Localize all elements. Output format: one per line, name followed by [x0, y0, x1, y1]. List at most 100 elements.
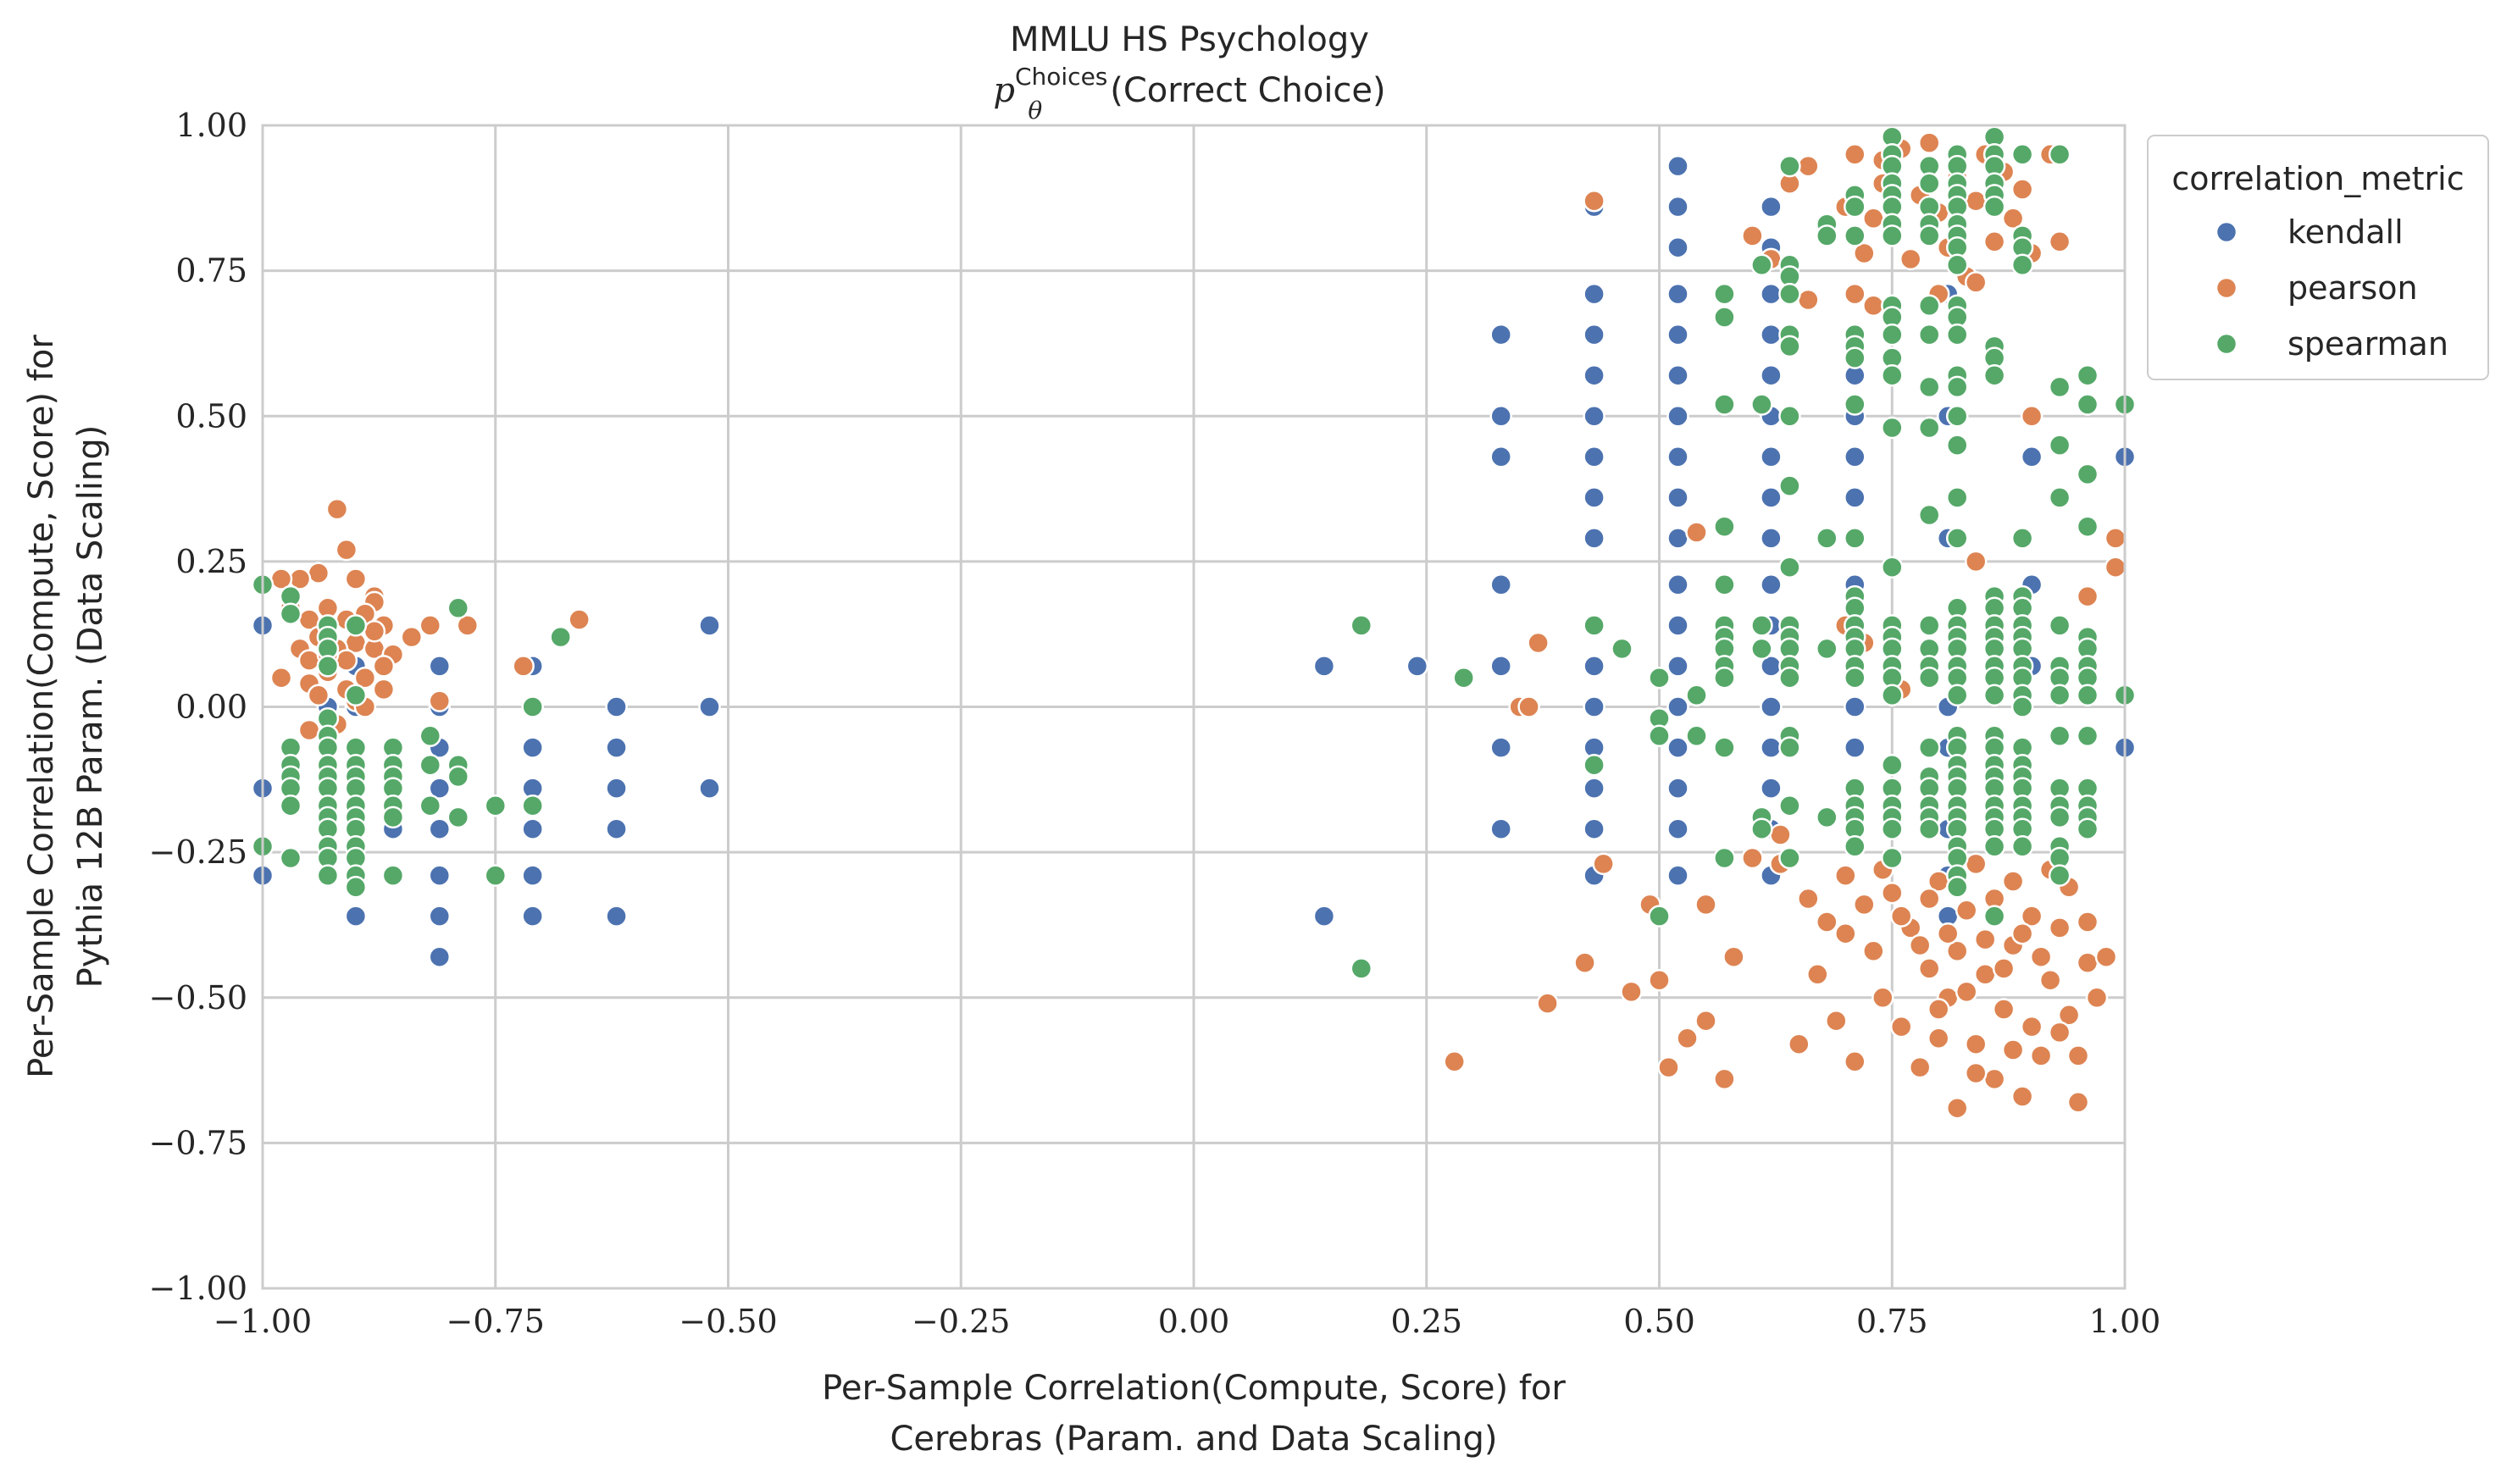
kendall-point	[428, 817, 452, 840]
pearson-point	[325, 497, 349, 521]
pearson-point	[1881, 881, 1904, 905]
x-tick-label: 0.50	[1623, 1303, 1695, 1340]
pearson-point	[2038, 968, 2062, 992]
pearson-point	[1536, 992, 1559, 1015]
kendall-point	[1406, 655, 1429, 678]
legend-label-spearman: spearman	[2288, 325, 2448, 363]
spearman-point	[1945, 253, 1969, 277]
pearson-point	[1592, 852, 1615, 876]
pearson-point	[1722, 945, 1745, 968]
kendall-point	[1844, 736, 1866, 759]
pearson-point	[2104, 556, 2127, 579]
kendall-point	[698, 695, 721, 718]
pearson-point	[335, 649, 358, 672]
pearson-point	[512, 655, 535, 678]
spearman-point	[344, 684, 368, 707]
kendall-point	[1760, 527, 1783, 550]
pearson-point	[1648, 968, 1671, 992]
kendall-point	[1666, 446, 1689, 468]
spearman-point	[1917, 172, 1941, 195]
kendall-point	[1666, 195, 1689, 219]
y-tick-labels: −1.00 −0.75 −0.50 −0.25 0.00 0.25 0.50 0.75 1.00	[149, 107, 247, 1307]
spearman-point	[1816, 806, 1838, 829]
pearson-point	[1853, 893, 1876, 916]
kendall-point	[1583, 323, 1605, 346]
kendall-point	[1666, 736, 1689, 759]
kendall-point	[1666, 777, 1689, 800]
x-tick-label: −1.00	[214, 1303, 312, 1340]
pearson-point	[1844, 143, 1866, 166]
pearson-point	[1917, 131, 1941, 154]
pearson-point	[1816, 911, 1838, 933]
kendall-point	[521, 905, 544, 928]
pearson-point	[1964, 550, 1988, 573]
spearman-point	[1945, 375, 1969, 399]
pearson-point	[456, 614, 480, 637]
pearson-point	[1797, 887, 1820, 911]
spearman-point	[1713, 515, 1736, 538]
kendall-point	[1489, 817, 1512, 840]
pearson-point	[1927, 1027, 1950, 1050]
kendall-point	[1489, 446, 1512, 468]
legend-marker-spearman	[2215, 332, 2238, 356]
y-tick-label: −0.75	[149, 1124, 247, 1161]
pearson-point	[1964, 1061, 1988, 1085]
spearman-point	[1982, 905, 2006, 928]
pearson-point	[1620, 980, 1643, 1004]
x-tick-label: −0.75	[446, 1303, 545, 1340]
pearson-point	[1872, 986, 1894, 1010]
kendall-point	[2020, 446, 2044, 468]
spearman-point	[1778, 794, 1801, 817]
y-axis-label: Per-Sample Correlation(Compute, Score) f…	[22, 335, 110, 1078]
spearman-point	[1648, 905, 1671, 928]
kendall-point	[428, 864, 452, 887]
legend-items: kendall pearson spearman	[2215, 213, 2448, 363]
y-tick-label: 0.50	[175, 397, 247, 435]
spearman-point	[1945, 434, 1969, 457]
kendall-point	[698, 614, 721, 637]
chart-subtitle: pChoices θ (Correct Choice)	[993, 63, 1385, 125]
spearman-point	[2010, 695, 2034, 718]
pearson-point	[1825, 1009, 1848, 1033]
spearman-point	[1713, 736, 1736, 759]
pearson-point	[1973, 963, 1997, 986]
pearson-point	[2076, 584, 2099, 608]
legend: correlation_metric kendall pearson spearma…	[2147, 135, 2489, 380]
spearman-point	[446, 596, 470, 620]
spearman-point	[1917, 503, 1941, 527]
y-tick-label: −1.00	[149, 1270, 247, 1307]
spearman-point	[1750, 637, 1773, 661]
spearman-point	[381, 864, 405, 887]
pearson-point	[1713, 1067, 1736, 1091]
spearman-point	[1917, 294, 1941, 318]
pearson-point	[2066, 1091, 2090, 1114]
series-pearson	[269, 131, 2127, 1120]
spearman-point	[2010, 143, 2034, 166]
kendall-point	[1583, 363, 1605, 387]
spearman-point	[1881, 753, 1904, 777]
spearman-point	[1713, 393, 1736, 416]
pearson-point	[335, 538, 358, 562]
spearman-point	[1778, 154, 1801, 178]
pearson-point	[307, 562, 330, 584]
legend-title: correlation_metric	[2171, 160, 2464, 197]
pearson-point	[1741, 846, 1764, 870]
pearson-point	[1694, 893, 1717, 916]
pearson-point	[2048, 916, 2071, 939]
kendall-point	[1583, 655, 1605, 678]
pearson-point	[1676, 1027, 1699, 1050]
spearman-point	[484, 864, 507, 887]
spearman-point	[2010, 253, 2034, 277]
y-tick-label: −0.50	[149, 979, 247, 1016]
pearson-point	[1889, 905, 1913, 928]
spearman-point	[1778, 736, 1801, 759]
pearson-point	[1834, 864, 1857, 887]
kendall-point	[1760, 363, 1783, 387]
kendall-point	[1844, 695, 1866, 718]
spearman-point	[419, 753, 442, 777]
pearson-point	[1936, 922, 1960, 945]
spearman-point	[1917, 375, 1941, 399]
y-tick-label: 0.00	[175, 689, 247, 726]
pearson-point	[1889, 1015, 1913, 1038]
